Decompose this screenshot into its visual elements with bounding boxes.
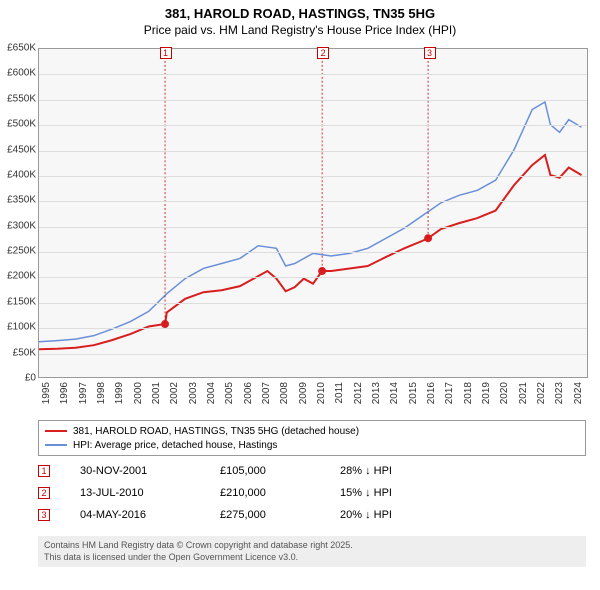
x-axis-tick: 2004 <box>206 382 217 404</box>
legend-swatch <box>45 430 67 432</box>
y-axis-tick: £0 <box>0 373 36 384</box>
price-point-dot <box>424 234 432 242</box>
transaction-row: 3 04-MAY-2016£275,00020% ↓ HPI <box>38 504 586 526</box>
x-axis-tick: 2006 <box>243 382 254 404</box>
x-axis-tick: 2020 <box>499 382 510 404</box>
y-axis-tick: £100K <box>0 322 36 333</box>
y-axis-tick: £50K <box>0 347 36 358</box>
legend-row: HPI: Average price, detached house, Hast… <box>45 438 579 452</box>
page-title: 381, HAROLD ROAD, HASTINGS, TN35 5HG <box>0 6 600 21</box>
x-axis-tick: 2003 <box>188 382 199 404</box>
y-axis-tick: £200K <box>0 271 36 282</box>
x-axis-tick: 2023 <box>554 382 565 404</box>
x-axis-tick: 1998 <box>96 382 107 404</box>
y-axis-tick: £300K <box>0 220 36 231</box>
x-axis-tick: 1996 <box>59 382 70 404</box>
chart-marker: 3 <box>424 47 436 59</box>
transaction-table: 1 30-NOV-2001£105,00028% ↓ HPI 2 13-JUL-201… <box>38 460 586 526</box>
footer-line: This data is licensed under the Open Gov… <box>44 552 580 564</box>
price-chart: 1 2 3 <box>38 48 588 378</box>
legend-label: HPI: Average price, detached house, Hast… <box>73 440 277 451</box>
x-axis-tick: 2012 <box>353 382 364 404</box>
footer-line: Contains HM Land Registry data © Crown c… <box>44 540 580 552</box>
y-axis-tick: £650K <box>0 43 36 54</box>
x-axis-tick: 2015 <box>408 382 419 404</box>
x-axis-tick: 2000 <box>133 382 144 404</box>
transaction-marker: 1 <box>38 465 50 477</box>
transaction-diff: 28% ↓ HPI <box>340 465 460 477</box>
transaction-diff: 20% ↓ HPI <box>340 509 460 521</box>
x-axis-tick: 2001 <box>151 382 162 404</box>
legend-row: 381, HAROLD ROAD, HASTINGS, TN35 5HG (de… <box>45 424 579 438</box>
x-axis-tick: 1997 <box>78 382 89 404</box>
y-axis-tick: £500K <box>0 119 36 130</box>
x-axis-tick: 2022 <box>536 382 547 404</box>
transaction-date: 04-MAY-2016 <box>80 509 220 521</box>
y-axis-tick: £350K <box>0 195 36 206</box>
y-axis-tick: £600K <box>0 68 36 79</box>
transaction-row: 2 13-JUL-2010£210,00015% ↓ HPI <box>38 482 586 504</box>
transaction-price: £105,000 <box>220 465 340 477</box>
y-axis-tick: £400K <box>0 169 36 180</box>
x-axis-tick: 2014 <box>389 382 400 404</box>
transaction-price: £210,000 <box>220 487 340 499</box>
transaction-marker: 3 <box>38 509 50 521</box>
x-axis-tick: 1995 <box>41 382 52 404</box>
x-axis-tick: 1999 <box>114 382 125 404</box>
x-axis-tick: 2013 <box>371 382 382 404</box>
y-axis-tick: £250K <box>0 246 36 257</box>
x-axis-tick: 2017 <box>444 382 455 404</box>
x-axis-tick: 2009 <box>298 382 309 404</box>
chart-marker: 2 <box>317 47 329 59</box>
y-axis-tick: £150K <box>0 296 36 307</box>
x-axis-tick: 2019 <box>481 382 492 404</box>
chart-marker: 1 <box>160 47 172 59</box>
y-axis-tick: £450K <box>0 144 36 155</box>
transaction-diff: 15% ↓ HPI <box>340 487 460 499</box>
legend-swatch <box>45 444 67 446</box>
x-axis-tick: 2021 <box>518 382 529 404</box>
transaction-date: 13-JUL-2010 <box>80 487 220 499</box>
transaction-row: 1 30-NOV-2001£105,00028% ↓ HPI <box>38 460 586 482</box>
x-axis-tick: 2005 <box>224 382 235 404</box>
x-axis-tick: 2024 <box>573 382 584 404</box>
transaction-marker: 2 <box>38 487 50 499</box>
x-axis-tick: 2010 <box>316 382 327 404</box>
x-axis-tick: 2002 <box>169 382 180 404</box>
x-axis-tick: 2011 <box>334 382 345 404</box>
transaction-date: 30-NOV-2001 <box>80 465 220 477</box>
attribution-footer: Contains HM Land Registry data © Crown c… <box>38 536 586 567</box>
x-axis-tick: 2007 <box>261 382 272 404</box>
chart-legend: 381, HAROLD ROAD, HASTINGS, TN35 5HG (de… <box>38 420 586 456</box>
x-axis-tick: 2008 <box>279 382 290 404</box>
legend-label: 381, HAROLD ROAD, HASTINGS, TN35 5HG (de… <box>73 426 359 437</box>
transaction-price: £275,000 <box>220 509 340 521</box>
y-axis-tick: £550K <box>0 93 36 104</box>
series-hpi <box>39 102 582 342</box>
x-axis-tick: 2018 <box>463 382 474 404</box>
page-subtitle: Price paid vs. HM Land Registry's House … <box>0 23 600 37</box>
x-axis-tick: 2016 <box>426 382 437 404</box>
